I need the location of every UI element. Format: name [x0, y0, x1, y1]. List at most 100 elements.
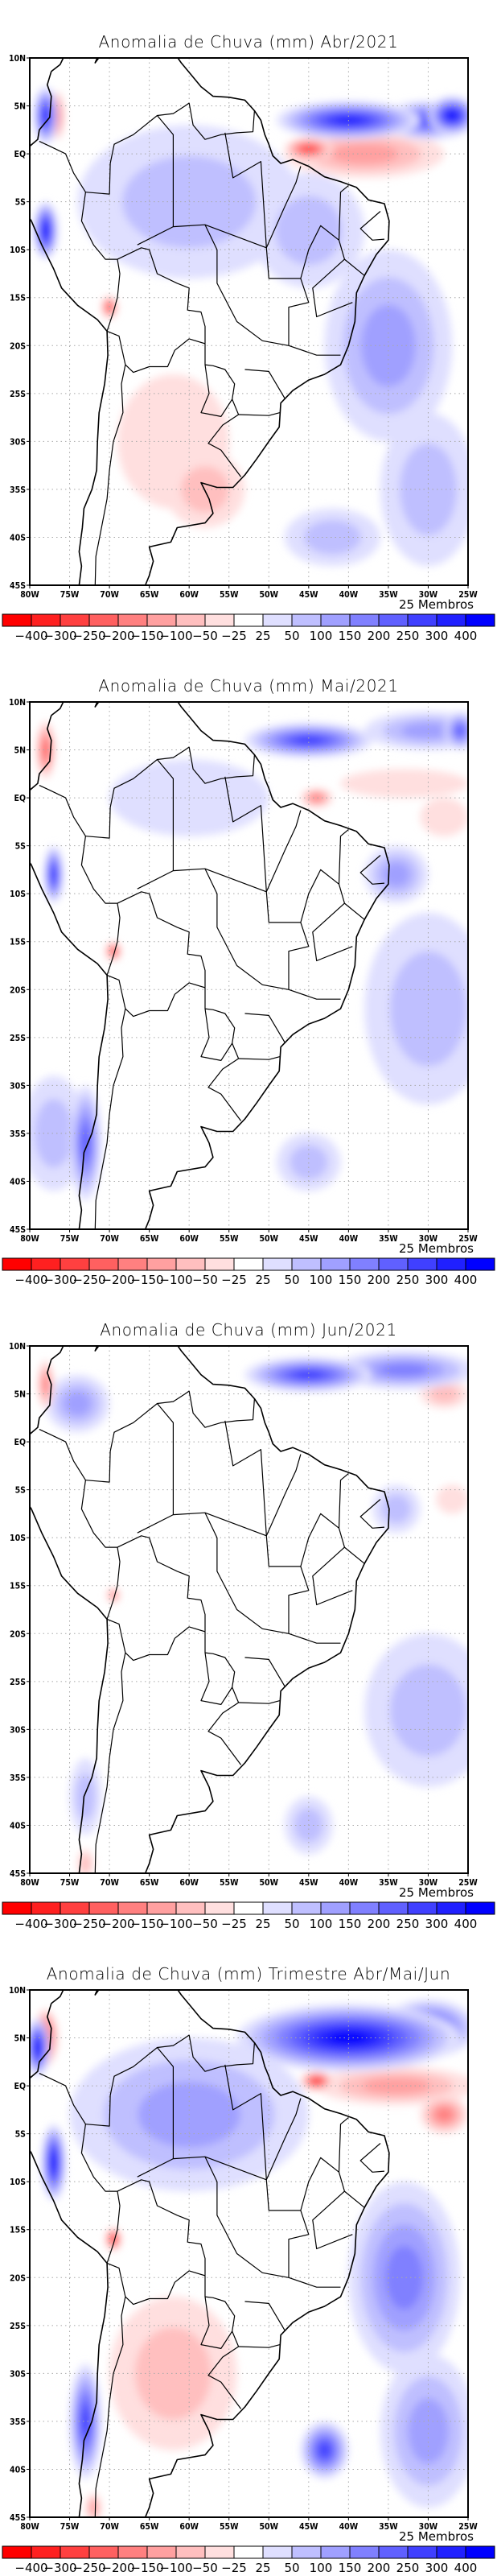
colorbar-label: 100	[310, 2561, 333, 2575]
colorbar-label: 200	[368, 2561, 391, 2575]
anomaly-blob	[302, 146, 314, 152]
border-line	[224, 132, 267, 248]
colorbar-label: 50	[284, 1917, 299, 1931]
colorbar-label: −50	[192, 1273, 218, 1287]
colorbar-label: −200	[101, 1917, 134, 1931]
border-line	[244, 1013, 285, 1043]
colorbar: −400−300−250−200−150−100 −50 −25 25 50 100 150…	[2, 613, 495, 643]
colorbar-label: 250	[396, 2561, 420, 2575]
political-boundaries	[30, 702, 390, 1229]
colorbar-swatch	[31, 1901, 61, 1915]
colorbar-swatch	[2, 1901, 32, 1915]
colorbar-swatch	[233, 1901, 264, 1915]
border-line	[204, 2156, 290, 2278]
y-tick-label: 35S	[10, 485, 26, 495]
y-tick-label: 20S	[10, 2273, 26, 2283]
map-chart: Anomalia de Chuva (mm) Mai/2021 80W 75W 70W…	[2, 676, 495, 1287]
colorbar-swatch	[233, 613, 264, 627]
members-label: 25 Membros	[399, 1885, 474, 1900]
x-tick-label: 50W	[259, 1234, 278, 1244]
y-tick-label: 45S	[10, 1869, 26, 1879]
y-tick-label: 35S	[10, 2417, 26, 2427]
colorbar-swatch	[291, 1257, 322, 1271]
colorbar-label: −100	[159, 1917, 192, 1931]
border-line	[117, 1535, 206, 1632]
colorbar-swatch	[175, 2545, 206, 2559]
x-tick-label: 35W	[379, 2522, 398, 2532]
x-tick-label: 50W	[259, 590, 278, 600]
anomaly-blob	[51, 2155, 56, 2169]
y-tick-label: 40S	[10, 2465, 26, 2475]
anomaly-blob	[340, 769, 468, 799]
anomaly-blob	[294, 1370, 324, 1379]
anomaly-blob	[318, 2443, 331, 2457]
anomaly-blob	[81, 2408, 89, 2435]
y-tick-label: 35S	[10, 1773, 26, 1783]
y-tick-label: 20S	[10, 985, 26, 995]
border-line	[312, 902, 365, 962]
colorbar-swatch	[31, 613, 61, 627]
y-tick-label: 25S	[10, 1678, 26, 1687]
y-tick-label: 40S	[10, 533, 26, 543]
colorbar-swatch	[320, 2545, 351, 2559]
y-tick-label: 15S	[10, 2226, 26, 2235]
anomaly-blob	[290, 1145, 328, 1180]
x-tick-label: 25W	[458, 590, 478, 600]
colorbar-swatch	[233, 2545, 264, 2559]
y-tick-label: 25S	[10, 1034, 26, 1043]
border-line	[238, 412, 281, 416]
x-tick-label: 30W	[419, 590, 438, 600]
anomaly-blob	[447, 112, 457, 119]
colorbar-swatch	[465, 2545, 495, 2559]
anomaly-blob	[275, 196, 343, 266]
border-line	[265, 1535, 310, 1634]
colorbar-swatch	[60, 613, 90, 627]
border-line	[224, 2064, 267, 2180]
anomaly-blob	[311, 795, 322, 802]
colorbar-label: 200	[368, 1917, 391, 1931]
anomaly-blob	[330, 143, 399, 164]
border-line	[288, 345, 341, 356]
colorbar-label: 50	[284, 1273, 299, 1287]
anomaly-blob	[455, 725, 465, 737]
x-tick-label: 70W	[100, 590, 119, 600]
border-line	[106, 1618, 206, 1662]
anomaly-field	[30, 711, 468, 1201]
colorbar-label: −250	[72, 2561, 105, 2575]
colorbar-label: 100	[310, 1273, 333, 1287]
x-tick-label: 55W	[220, 590, 239, 600]
colorbar-swatch	[436, 1257, 466, 1271]
border-line	[204, 868, 290, 990]
chart-title: Anomalia de Chuva (mm) Abr/2021	[99, 32, 399, 52]
colorbar-swatch	[407, 1901, 437, 1915]
colorbar-label: −300	[43, 2561, 76, 2575]
border-line	[39, 785, 86, 837]
y-tick-label: EQ	[14, 794, 26, 803]
colorbar-swatch	[291, 613, 322, 627]
y-tick-label: 10N	[9, 54, 26, 64]
political-boundaries	[30, 1990, 390, 2517]
y-tick-label: 45S	[10, 2513, 26, 2523]
border-line	[288, 1633, 341, 1644]
border-line	[80, 2124, 121, 2264]
colorbar-label: 300	[425, 629, 449, 643]
colorbar-swatch	[407, 613, 437, 627]
colorbar-swatch	[320, 613, 351, 627]
colorbar-swatch	[2, 2545, 32, 2559]
colorbar-label: −50	[192, 2561, 218, 2575]
colorbar-swatch	[146, 2545, 177, 2559]
colorbar-label: −250	[72, 1273, 105, 1287]
colorbar-label: 300	[425, 1917, 449, 1931]
y-tick-label: 40S	[10, 1821, 26, 1831]
border-line	[238, 1700, 281, 1704]
x-tick-label: 25W	[458, 1878, 478, 1888]
y-tick-label: 45S	[10, 1225, 26, 1235]
anomaly-blob	[313, 2079, 320, 2083]
colorbar-swatch	[88, 613, 119, 627]
y-tick-label: 20S	[10, 341, 26, 351]
anomaly-blob	[385, 2245, 423, 2310]
x-tick-label: 45W	[299, 2522, 318, 2532]
x-tick-label: 45W	[299, 1878, 318, 1888]
colorbar-swatch	[146, 613, 177, 627]
colorbar-swatch	[204, 1257, 235, 1271]
